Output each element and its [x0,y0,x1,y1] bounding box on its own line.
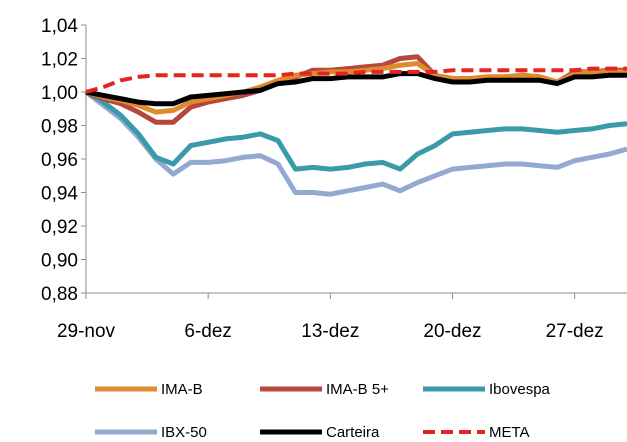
x-tick-label: 27-dez [546,321,604,342]
y-tick-label: 0,92 [41,217,78,238]
x-tick-label: 20-dez [423,321,481,342]
series-line-ibx-50 [84,90,627,197]
legend-label: META [489,424,530,441]
y-tick-label: 0,90 [41,251,78,272]
series-line-carteira [85,71,627,107]
legend-label: Carteira [326,424,380,441]
y-tick-label: 1,04 [41,16,78,37]
series-line-meta [85,66,627,94]
y-tick-label: 1,02 [41,50,78,71]
y-axis-ticks: 1,04 1,02 1,00 0,98 0,96 0,94 0,92 0,90 0,88 [41,16,86,305]
y-tick-label: 0,98 [41,117,78,138]
y-tick-label: 0,94 [41,184,78,205]
legend-label: Ibovespa [489,381,551,398]
x-axis-ticks: 29-nov 6-dez 13-dez 20-dez 27-dez [57,293,604,342]
series-line-ibovespa [84,89,627,172]
y-tick-label: 0,88 [41,284,78,305]
x-tick-label: 13-dez [301,321,359,342]
y-tick-label: 1,00 [41,83,78,104]
x-tick-label: 29-nov [57,321,116,342]
y-tick-label: 0,96 [41,150,78,171]
legend-label: IBX-50 [161,424,207,441]
series-lines [84,54,627,197]
plot-area: 1,04 1,02 1,00 0,98 0,96 0,94 0,92 0,90 0,88 29-… [41,16,627,342]
x-tick-label: 6-dez [184,321,232,342]
legend-label: IMA-B [161,381,203,398]
legend: IMA-B IMA-B 5+ Ibovespa IBX-50 Carteira META [95,381,551,441]
legend-label: IMA-B 5+ [326,381,389,398]
